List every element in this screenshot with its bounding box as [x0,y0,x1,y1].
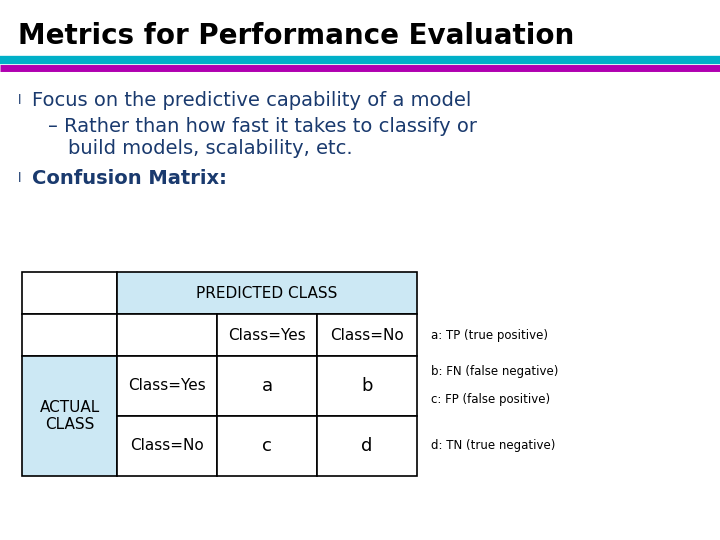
Text: PREDICTED CLASS: PREDICTED CLASS [197,286,338,300]
Bar [317,314,417,356]
Bar [317,416,417,476]
Text: l: l [18,93,22,106]
Text: c: FP (false positive): c: FP (false positive) [431,393,550,406]
Text: Metrics for Performance Evaluation: Metrics for Performance Evaluation [18,22,575,50]
Text: b: b [361,377,373,395]
Bar [117,272,417,314]
Text: ACTUAL
CLASS: ACTUAL CLASS [40,400,99,432]
Text: d: d [361,437,373,455]
Text: Class=No: Class=No [130,438,204,454]
Text: c: c [262,437,272,455]
Bar [22,272,117,314]
Text: a: TP (true positive): a: TP (true positive) [431,328,548,341]
Bar [117,356,217,416]
Text: Class=Yes: Class=Yes [128,379,206,394]
Bar [117,314,217,356]
Bar [22,314,117,356]
Bar [217,356,317,416]
Text: Class=No: Class=No [330,327,404,342]
Text: Focus on the predictive capability of a model: Focus on the predictive capability of a … [32,91,472,110]
Bar [117,416,217,476]
Text: build models, scalability, etc.: build models, scalability, etc. [68,138,353,158]
Bar [217,416,317,476]
Text: a: a [261,377,273,395]
Text: Class=Yes: Class=Yes [228,327,306,342]
Text: b: FN (false negative): b: FN (false negative) [431,364,559,377]
Text: – Rather than how fast it takes to classify or: – Rather than how fast it takes to class… [48,117,477,136]
Text: l: l [18,172,22,185]
Bar [22,356,117,476]
Bar [317,356,417,416]
Text: d: TN (true negative): d: TN (true negative) [431,440,555,453]
Text: Confusion Matrix:: Confusion Matrix: [32,168,227,187]
Bar [217,314,317,356]
